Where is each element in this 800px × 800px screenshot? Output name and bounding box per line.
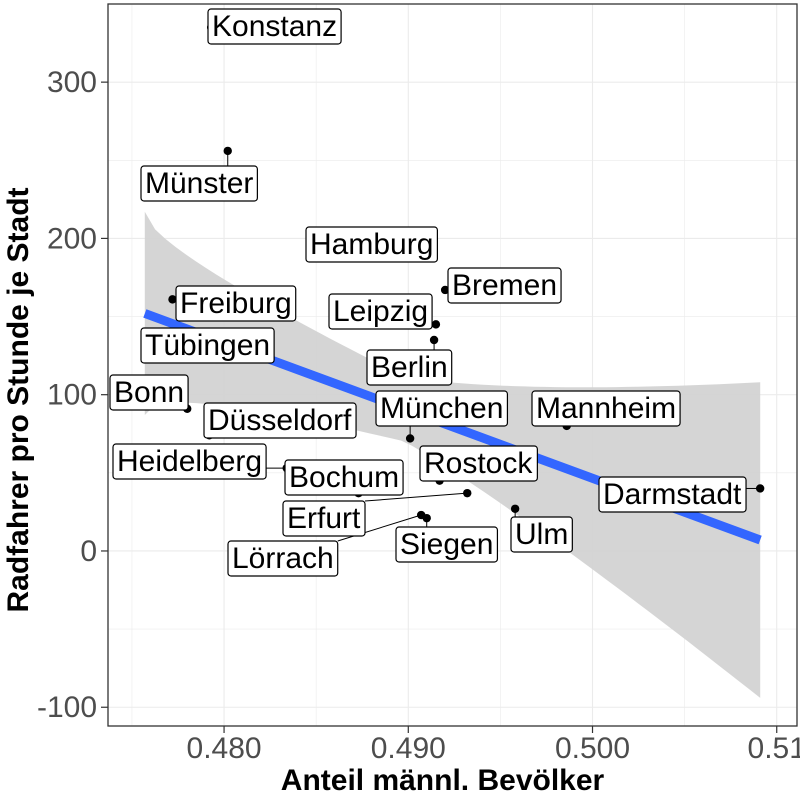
label-box — [447, 267, 562, 304]
point-label-text: Lörrach — [232, 542, 334, 575]
data-point-siegen — [422, 513, 431, 523]
panel-border — [107, 3, 798, 727]
label-box — [375, 390, 509, 427]
y-tick-label: 0 — [80, 535, 97, 568]
data-point-bremen — [440, 285, 450, 295]
y-tick-label: -100 — [37, 691, 97, 724]
point-label-text: Münster — [145, 167, 253, 200]
label-konstanz: Konstanz — [207, 8, 342, 45]
label-box — [207, 8, 342, 45]
label-box — [284, 459, 404, 496]
y-tick-label: 100 — [47, 379, 97, 412]
x-tick-label: 0.490 — [371, 732, 446, 765]
x-axis-title: Anteil männl. Bevölker — [281, 764, 605, 797]
label-bonn: Bonn — [109, 374, 189, 411]
label-box — [140, 327, 275, 364]
label-box — [203, 402, 357, 439]
label-box — [109, 374, 189, 411]
data-point-berlin — [429, 335, 439, 345]
label-rostock: Rostock — [419, 445, 538, 482]
x-tick-label: 0.500 — [555, 732, 630, 765]
data-point-freiburg — [168, 295, 177, 304]
label-münster: Münster — [140, 165, 258, 202]
label-box — [366, 349, 453, 386]
y-tick-label: 200 — [47, 222, 97, 255]
point-label-text: Rostock — [424, 447, 533, 480]
point-label-text: Erfurt — [287, 502, 361, 535]
data-point-erfurt — [463, 488, 472, 498]
label-siegen: Siegen — [395, 526, 499, 563]
label-düsseldorf: Düsseldorf — [203, 402, 357, 439]
data-point-darmstadt — [755, 484, 765, 493]
point-label-text: Freiburg — [180, 287, 292, 320]
label-bremen: Bremen — [447, 267, 562, 304]
point-label-text: Heidelberg — [117, 445, 262, 478]
label-erfurt: Erfurt — [282, 500, 366, 537]
point-label-text: Mannheim — [536, 392, 676, 425]
point-label-text: Darmstadt — [603, 478, 742, 511]
label-bochum: Bochum — [284, 459, 404, 496]
label-box — [282, 500, 366, 537]
point-label-text: Berlin — [371, 351, 448, 384]
label-box — [140, 165, 258, 202]
leader-line — [364, 492, 468, 502]
y-axis-title: Radfahrer pro Stunde je Stadt — [2, 187, 35, 612]
label-box — [112, 443, 267, 480]
label-box — [175, 285, 297, 322]
data-point-leipzig — [431, 320, 441, 329]
point-label-text: Siegen — [400, 528, 493, 561]
point-label-text: Bochum — [289, 461, 399, 494]
label-ulm: Ulm — [510, 516, 573, 553]
data-point-ulm — [510, 504, 520, 513]
data-point-münster — [223, 146, 232, 156]
x-tick-label: 0.480 — [187, 732, 262, 765]
label-tübingen: Tübingen — [140, 327, 275, 364]
label-leipzig: Leipzig — [328, 293, 433, 330]
label-box — [328, 293, 433, 330]
point-label-text: Leipzig — [333, 295, 428, 328]
y-tick-label: 300 — [47, 66, 97, 99]
label-münchen: München — [375, 390, 509, 427]
point-label-text: Ulm — [515, 518, 568, 551]
label-mannheim: Mannheim — [531, 390, 681, 427]
point-label-text: Tübingen — [145, 329, 270, 362]
label-box — [305, 226, 438, 263]
data-point-münchen — [405, 434, 415, 443]
point-label-text: Hamburg — [310, 228, 433, 261]
label-box — [510, 516, 573, 553]
label-darmstadt: Darmstadt — [598, 476, 747, 513]
point-label-text: Düsseldorf — [208, 404, 352, 437]
label-berlin: Berlin — [366, 349, 453, 386]
axes: 0.480 0.490 0.500 0.51 -100 0 100 200 300 — [37, 66, 800, 765]
label-box — [598, 476, 747, 513]
label-box — [227, 540, 339, 577]
label-heidelberg: Heidelberg — [112, 443, 267, 480]
point-labels: Konstanz Münster Hamburg Bremen Freiburg Leip… — [109, 8, 747, 577]
point-label-text: Konstanz — [212, 10, 337, 43]
point-label-text: München — [380, 392, 503, 425]
label-box — [419, 445, 538, 482]
point-label-text: Bremen — [452, 269, 557, 302]
point-label-text: Bonn — [114, 376, 184, 409]
label-box — [531, 390, 681, 427]
label-freiburg: Freiburg — [175, 285, 297, 322]
label-hamburg: Hamburg — [305, 226, 438, 263]
leader-line — [337, 514, 422, 542]
label-lörrach: Lörrach — [227, 540, 339, 577]
x-tick-label: 0.51 — [748, 732, 800, 765]
label-box — [395, 526, 499, 563]
